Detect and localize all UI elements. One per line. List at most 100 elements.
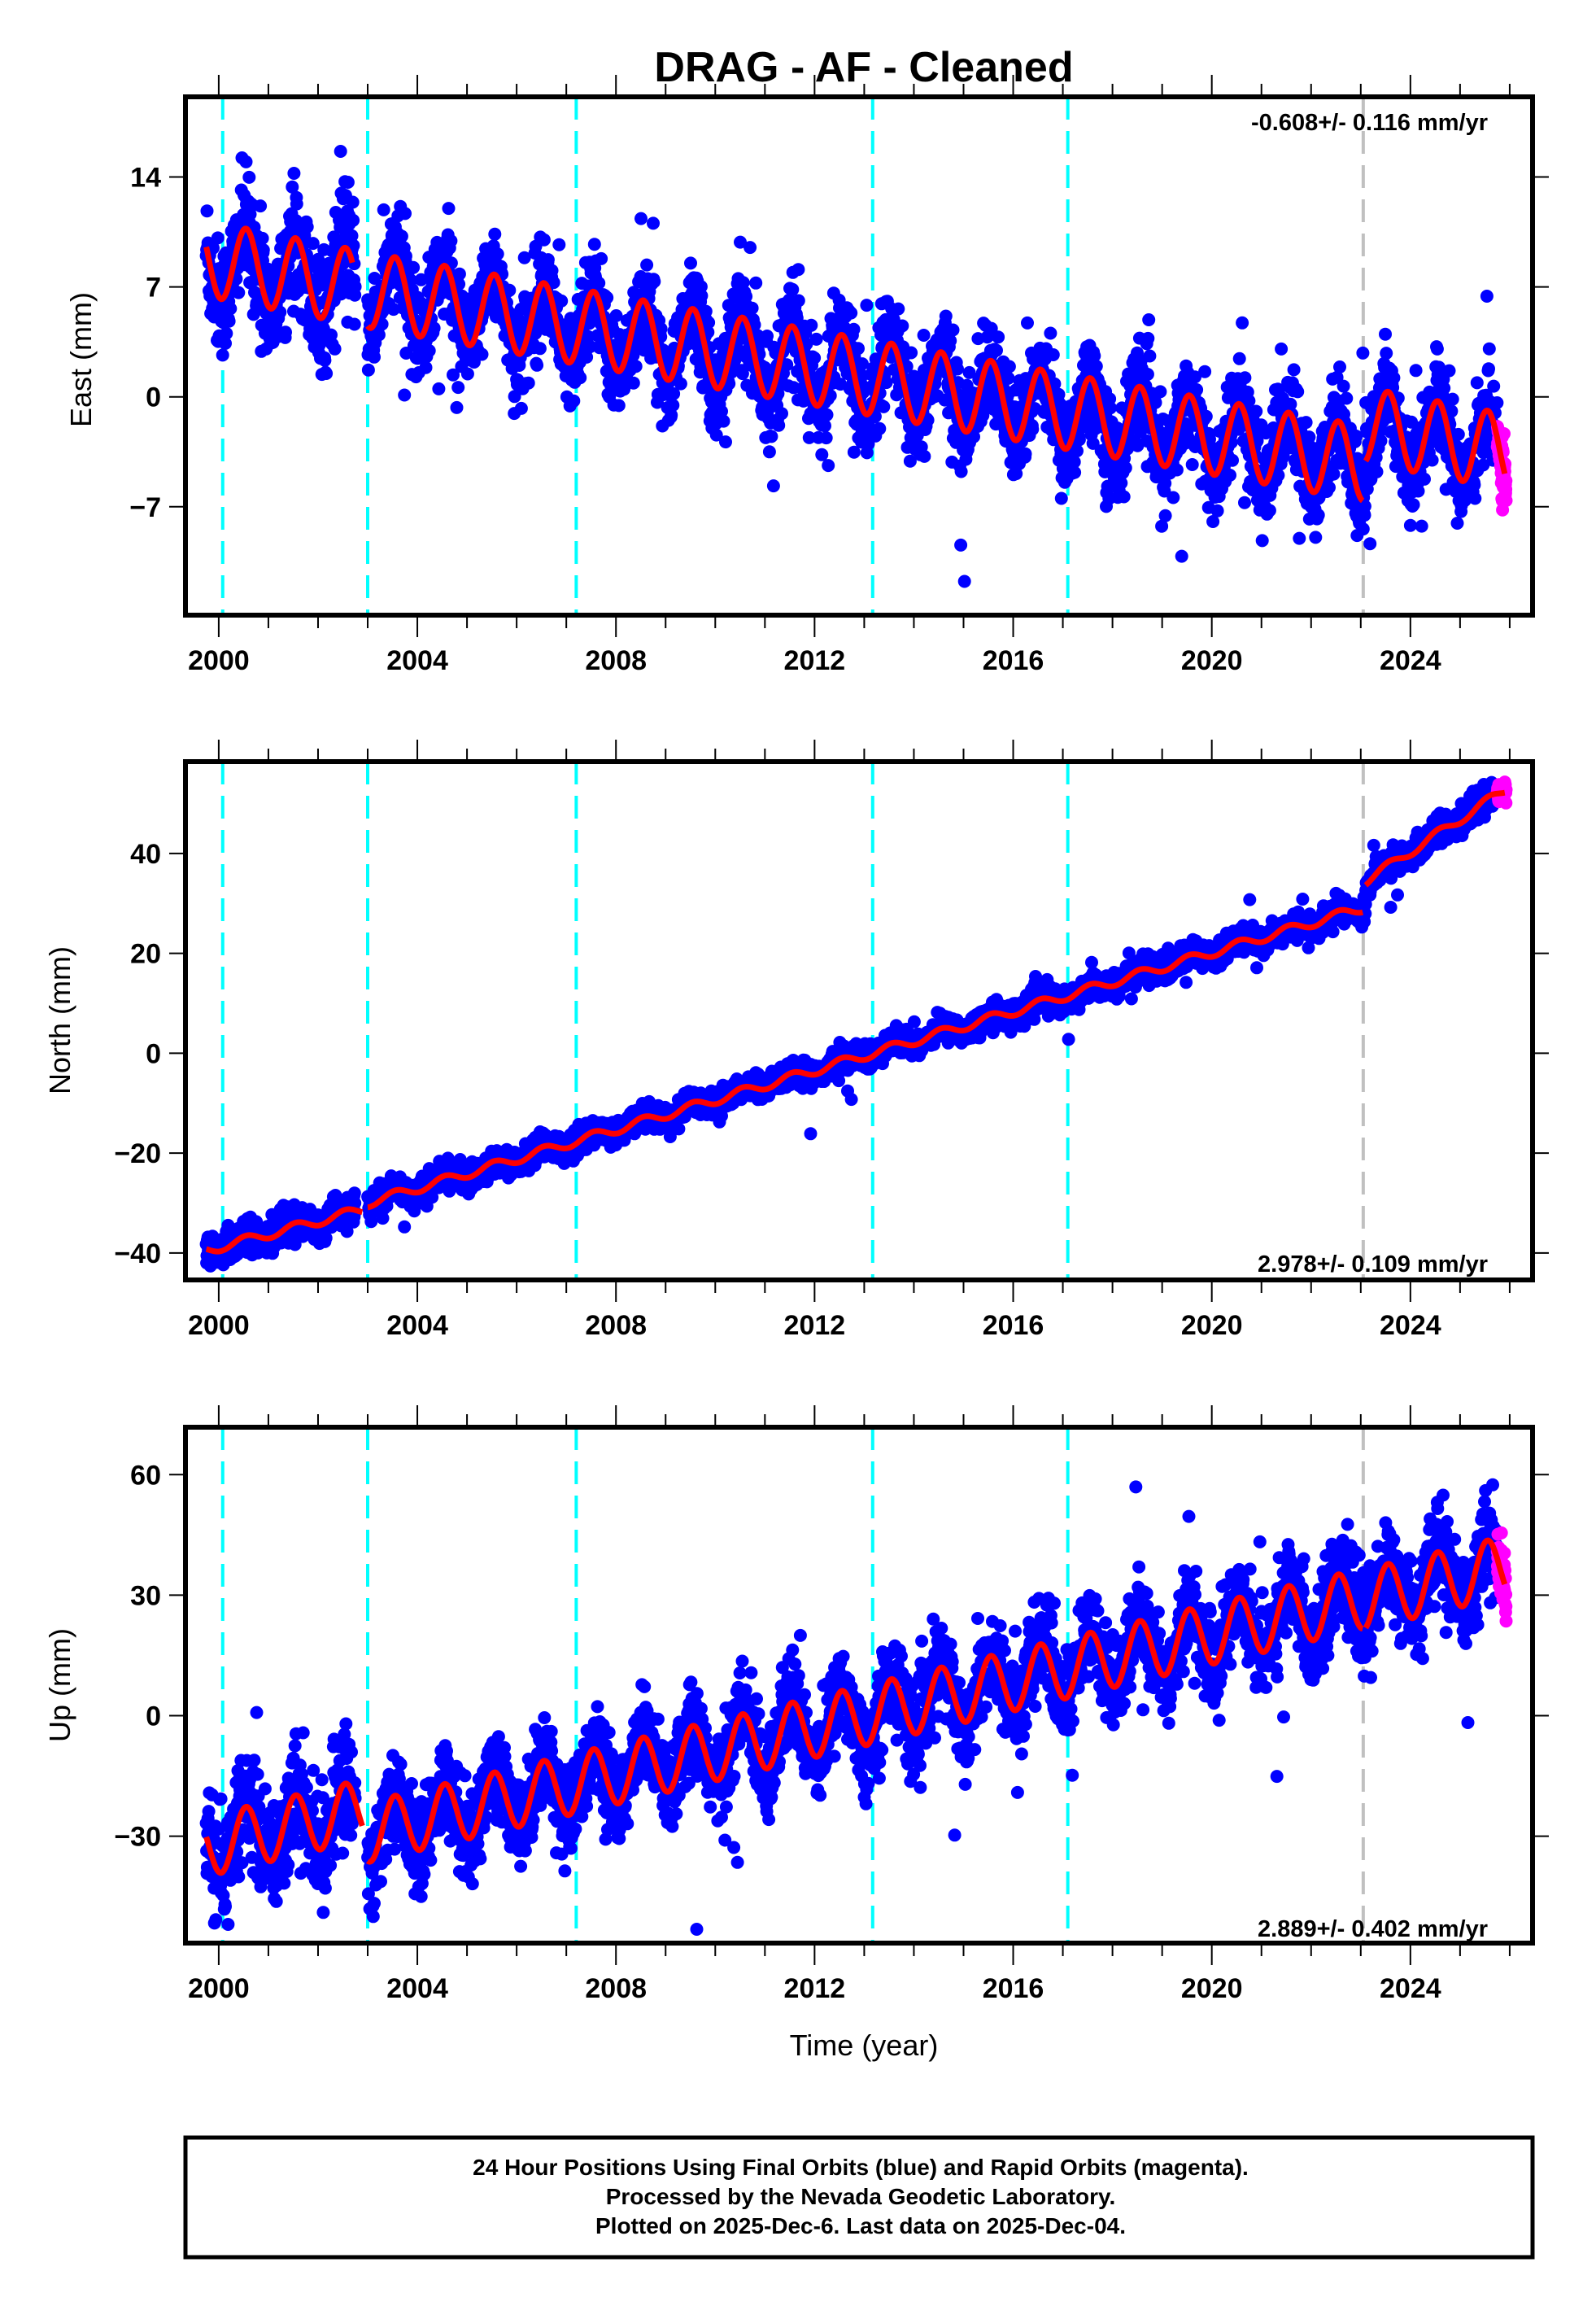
final-orbit-point xyxy=(1450,517,1464,530)
final-orbit-point xyxy=(1370,465,1384,478)
final-orbit-point xyxy=(805,318,818,332)
final-orbit-point xyxy=(822,459,835,473)
final-orbit-point xyxy=(1356,346,1370,360)
north-final-orbit-points xyxy=(199,775,1504,1273)
final-orbit-point xyxy=(860,299,874,312)
final-orbit-point xyxy=(647,216,660,230)
final-orbit-point xyxy=(1185,458,1199,471)
final-orbit-point xyxy=(286,180,299,194)
final-orbit-point xyxy=(1432,360,1446,374)
final-orbit-point xyxy=(1175,549,1188,563)
final-orbit-point xyxy=(962,365,976,379)
final-orbit-point xyxy=(702,316,716,330)
final-orbit-point xyxy=(1323,481,1336,495)
final-orbit-point xyxy=(665,408,678,422)
final-orbit-point xyxy=(377,203,390,216)
east-model-fit-line xyxy=(203,225,1508,504)
final-orbit-point xyxy=(452,267,466,281)
final-orbit-point xyxy=(279,325,292,339)
final-orbit-point xyxy=(820,408,834,421)
final-orbit-point xyxy=(917,329,931,342)
final-orbit-point xyxy=(475,347,489,361)
final-orbit-point xyxy=(451,381,465,395)
final-orbit-point xyxy=(414,273,428,286)
final-orbit-point xyxy=(967,430,980,443)
final-orbit-point xyxy=(694,280,708,294)
final-orbit-point xyxy=(735,367,749,381)
final-orbit-point xyxy=(1437,382,1451,395)
final-orbit-point xyxy=(1089,360,1103,373)
final-orbit-point xyxy=(545,264,559,277)
final-orbit-point xyxy=(1311,509,1325,522)
final-orbit-point xyxy=(222,314,236,328)
final-orbit-point xyxy=(1002,360,1016,373)
final-orbit-point xyxy=(1374,434,1388,448)
final-orbit-point xyxy=(368,350,381,364)
east-rate-label: -0.608+/- 0.116 mm/yr xyxy=(1251,110,1488,136)
final-orbit-point xyxy=(612,399,626,413)
east-x-tick-label: 2004 xyxy=(386,645,448,676)
final-orbit-point xyxy=(320,367,334,380)
final-orbit-point xyxy=(1418,472,1431,486)
final-orbit-point xyxy=(567,394,581,408)
final-orbit-point xyxy=(254,199,268,213)
final-orbit-point xyxy=(232,286,246,299)
final-orbit-point xyxy=(372,328,386,342)
final-orbit-point xyxy=(1166,491,1180,504)
final-orbit-point xyxy=(1054,491,1068,505)
final-orbit-point xyxy=(216,348,229,362)
final-orbit-point xyxy=(1188,370,1201,384)
final-orbit-point xyxy=(1293,531,1306,545)
final-orbit-point xyxy=(954,465,968,478)
east-y-axis-label: East (mm) xyxy=(64,292,98,427)
final-orbit-point xyxy=(600,290,614,304)
final-orbit-point xyxy=(290,197,303,211)
final-orbit-point xyxy=(695,289,709,303)
final-orbit-point xyxy=(422,344,436,357)
final-orbit-point xyxy=(399,249,412,263)
final-orbit-point xyxy=(1446,392,1459,406)
final-orbit-point xyxy=(1291,385,1305,399)
final-orbit-point xyxy=(345,229,359,242)
final-orbit-point xyxy=(847,445,861,459)
final-orbit-point xyxy=(547,276,560,290)
final-orbit-point xyxy=(905,346,918,360)
final-orbit-point xyxy=(460,367,474,381)
final-orbit-point xyxy=(1299,416,1313,430)
final-orbit-point xyxy=(1142,313,1156,326)
final-orbit-point xyxy=(852,342,865,356)
final-orbit-point xyxy=(1199,409,1213,423)
final-orbit-point xyxy=(1026,422,1040,436)
final-orbit-point xyxy=(1430,342,1444,356)
final-orbit-point xyxy=(399,207,412,221)
final-orbit-point xyxy=(808,351,822,365)
final-orbit-point xyxy=(1236,316,1249,330)
final-orbit-point xyxy=(903,454,917,468)
final-orbit-point xyxy=(1309,531,1323,544)
final-orbit-point xyxy=(743,241,757,255)
final-orbit-point xyxy=(347,317,361,331)
east-x-tick-label: 2016 xyxy=(983,645,1044,676)
final-orbit-point xyxy=(407,260,421,274)
final-orbit-point xyxy=(1190,383,1204,396)
final-orbit-point xyxy=(220,326,233,340)
final-orbit-point xyxy=(200,204,214,218)
final-orbit-point xyxy=(648,275,661,288)
rapid-orbit-point xyxy=(1498,427,1511,440)
final-orbit-point xyxy=(300,220,314,234)
north-data-layer xyxy=(199,762,1513,1280)
final-orbit-point xyxy=(1467,478,1481,491)
final-orbit-point xyxy=(221,1218,235,1232)
final-orbit-point xyxy=(1476,458,1490,472)
final-orbit-point xyxy=(1490,396,1504,409)
final-orbit-point xyxy=(847,322,861,336)
final-orbit-point xyxy=(488,227,502,241)
final-orbit-point xyxy=(978,403,991,417)
final-orbit-point xyxy=(749,276,763,290)
final-orbit-point xyxy=(640,258,654,272)
final-orbit-point xyxy=(709,428,723,442)
final-orbit-point xyxy=(1158,477,1172,490)
final-orbit-point xyxy=(762,445,776,459)
